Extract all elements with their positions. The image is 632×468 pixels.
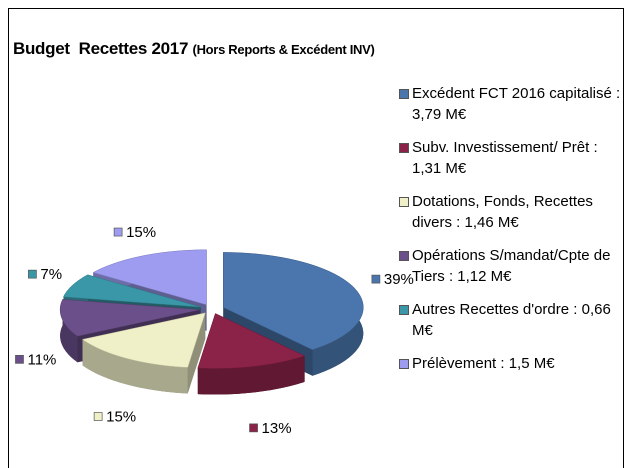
legend-item: Autres Recettes d'ordre : 0,66 M€ bbox=[399, 299, 621, 341]
legend-swatch bbox=[399, 251, 409, 261]
data-label: 15% bbox=[106, 408, 136, 425]
legend-item: Subv. Investissement/ Prêt : 1,31 M€ bbox=[399, 137, 621, 179]
slice-top bbox=[223, 252, 364, 351]
legend-label: Subv. Investissement/ Prêt : 1,31 M€ bbox=[412, 139, 598, 177]
legend-item: Opérations S/mandat/Cpte de Tiers : 1,12… bbox=[399, 245, 621, 287]
data-label: 7% bbox=[40, 266, 62, 283]
chart-title-row: Budget Recettes 2017 (Hors Reports & Exc… bbox=[13, 39, 375, 59]
legend: Excédent FCT 2016 capitalisé : 3,79 M€ Su… bbox=[399, 83, 621, 386]
slice-top bbox=[59, 299, 201, 337]
chart-subtitle: (Hors Reports & Excédent INV) bbox=[192, 42, 375, 57]
data-label: 39% bbox=[384, 271, 414, 288]
label-swatch bbox=[113, 227, 123, 237]
data-label: 13% bbox=[262, 420, 292, 437]
data-label: 15% bbox=[126, 224, 156, 241]
label-swatch bbox=[249, 423, 258, 433]
legend-item: Excédent FCT 2016 capitalisé : 3,79 M€ bbox=[399, 83, 621, 125]
slice bbox=[81, 312, 206, 394]
legend-label: Opérations S/mandat/Cpte de Tiers : 1,12… bbox=[412, 247, 611, 285]
label-swatch bbox=[28, 269, 37, 279]
slice-rim bbox=[60, 299, 78, 363]
slice-top bbox=[63, 274, 202, 308]
slice-top bbox=[197, 313, 306, 369]
slice bbox=[197, 313, 306, 395]
legend-label: Excédent FCT 2016 capitalisé : 3,79 M€ bbox=[412, 85, 621, 123]
slice-top bbox=[92, 249, 207, 306]
legend-label: Dotations, Fonds, Recettes divers : 1,46… bbox=[412, 193, 593, 231]
label-swatch bbox=[15, 354, 24, 364]
label-swatch bbox=[93, 412, 103, 421]
legend-item: Prélèvement : 1,5 M€ bbox=[399, 353, 621, 374]
legend-swatch bbox=[399, 305, 409, 315]
data-label: 11% bbox=[27, 351, 56, 368]
slice-top bbox=[81, 312, 206, 368]
legend-swatch bbox=[399, 89, 409, 99]
legend-swatch bbox=[399, 359, 409, 369]
chart-frame: Budget Recettes 2017 (Hors Reports & Exc… bbox=[8, 8, 624, 468]
legend-label: Prélèvement : 1,5 M€ bbox=[412, 355, 555, 372]
chart-title: Budget Recettes 2017 bbox=[13, 39, 189, 58]
legend-swatch bbox=[399, 197, 409, 207]
pie-area: 39% 13% 15% 11% 7% 15% bbox=[15, 224, 414, 437]
legend-label: Autres Recettes d'ordre : 0,66 M€ bbox=[412, 301, 611, 339]
label-swatch bbox=[371, 274, 381, 284]
slice-rim bbox=[197, 355, 305, 395]
legend-item: Dotations, Fonds, Recettes divers : 1,46… bbox=[399, 191, 621, 233]
legend-swatch bbox=[399, 143, 409, 153]
